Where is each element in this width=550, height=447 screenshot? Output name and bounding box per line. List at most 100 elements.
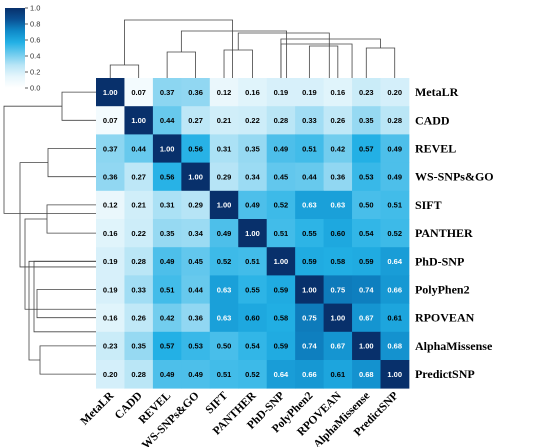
heatmap-cell	[124, 360, 154, 389]
cell-value-label: 1.00	[131, 116, 146, 125]
heatmap-cell	[295, 162, 324, 192]
heatmap-cell	[352, 303, 381, 333]
cell-value-label: 1.00	[103, 88, 118, 97]
cell-value-label: 0.52	[245, 370, 260, 379]
cell-value-label: 0.07	[103, 116, 118, 125]
heatmap-cell	[352, 331, 381, 361]
heatmap-cell	[152, 190, 182, 220]
heatmap-cell	[124, 219, 154, 248]
heatmap-cell	[352, 360, 381, 389]
cell-value-label: 0.33	[302, 116, 317, 125]
cell-value-label: 0.51	[245, 257, 260, 266]
row-label: PolyPhen2	[415, 283, 470, 297]
cell-value-label: 0.49	[188, 370, 203, 379]
heatmap-cell	[124, 106, 154, 135]
cell-value-label: 1.00	[160, 144, 175, 153]
heatmap-cell	[323, 190, 353, 220]
colorbar-tick-label: 0.4	[30, 52, 40, 61]
heatmap-cell	[96, 360, 125, 389]
cell-value-label: 0.21	[131, 201, 146, 210]
heatmap-cell	[266, 162, 296, 192]
heatmap-cell	[238, 134, 268, 163]
cell-value-label: 0.66	[302, 370, 317, 379]
cell-value-label: 0.49	[387, 144, 402, 153]
cell-value-label: 0.53	[359, 173, 374, 182]
heatmap-cell	[238, 360, 268, 389]
dendrogram-branch	[280, 38, 381, 78]
cell-value-label: 0.51	[160, 285, 175, 294]
cell-value-label: 0.45	[188, 257, 203, 266]
heatmap-cell	[380, 134, 410, 163]
heatmap-cell	[323, 134, 353, 163]
cell-value-label: 0.31	[160, 201, 175, 210]
cell-value-label: 0.60	[245, 314, 260, 323]
cell-value-label: 0.19	[302, 88, 317, 97]
heatmap-cell	[209, 360, 239, 389]
row-label: PhD-SNP	[415, 254, 464, 268]
dendrogram-branch	[365, 47, 396, 78]
cell-value-label: 0.44	[131, 144, 146, 153]
row-label: PANTHER	[415, 226, 473, 240]
row-label: WS-SNPs&GO	[415, 170, 494, 184]
row-dendrogram	[3, 91, 96, 375]
dendrogram-branch	[166, 51, 196, 78]
heatmap-cell	[380, 190, 410, 220]
cell-value-label: 1.00	[245, 229, 260, 238]
cell-value-label: 0.23	[103, 342, 118, 351]
dendrogram-branch	[46, 204, 96, 234]
heatmap-cell	[352, 190, 381, 220]
cell-value-label: 0.28	[131, 257, 146, 266]
heatmap-cell	[380, 78, 410, 107]
cell-value-label: 0.63	[217, 314, 232, 323]
row-label: MetaLR	[415, 85, 459, 99]
cell-value-label: 0.37	[160, 88, 175, 97]
cell-value-label: 0.20	[387, 88, 402, 97]
cell-value-label: 0.58	[274, 314, 289, 323]
heatmap-cell	[323, 360, 353, 389]
dendrogram-branch	[109, 64, 140, 78]
row-label: PredictSNP	[415, 367, 475, 381]
heatmap-cell	[238, 275, 268, 304]
cell-value-label: 0.59	[274, 285, 289, 294]
heatmap-cell	[152, 331, 182, 361]
row-label: AlphaMissense	[415, 339, 493, 353]
heatmap-cell	[238, 190, 268, 220]
cell-value-label: 0.28	[387, 116, 402, 125]
heatmap-cell	[152, 106, 182, 135]
dendrogram-branch	[61, 91, 96, 121]
heatmap-cells: 1.00 0.07 0.37 0.36 0.12 0.16 0.19 0.19 0.16 0.23…	[96, 78, 410, 389]
heatmap-cell	[181, 219, 211, 248]
heatmap-cell	[152, 78, 182, 107]
heatmap-cell	[266, 247, 296, 276]
heatmap-cell	[96, 303, 125, 333]
heatmap-cell	[238, 303, 268, 333]
heatmap-cell	[209, 106, 239, 135]
cell-value-label: 0.74	[359, 285, 374, 294]
heatmap-cell	[352, 275, 381, 304]
heatmap-cell	[266, 190, 296, 220]
heatmap-cell	[238, 219, 268, 248]
colorbar-tick-label: 0.8	[30, 20, 40, 29]
heatmap-cell	[96, 247, 125, 276]
column-dendrogram	[109, 19, 396, 78]
heatmap-cell	[209, 303, 239, 333]
cell-value-label: 0.29	[188, 201, 203, 210]
heatmap-cell	[380, 106, 410, 135]
cell-value-label: 0.53	[188, 342, 203, 351]
heatmap-cell	[96, 219, 125, 248]
heatmap-cell	[266, 360, 296, 389]
heatmap-cell	[152, 219, 182, 248]
cell-value-label: 0.44	[160, 116, 175, 125]
cell-value-label: 0.56	[160, 173, 175, 182]
dendrogram-branch	[180, 30, 288, 78]
cell-value-label: 0.59	[302, 257, 317, 266]
cell-value-label: 0.19	[274, 88, 289, 97]
cell-value-label: 0.61	[387, 314, 402, 323]
cell-value-label: 1.00	[188, 173, 203, 182]
heatmap-cell	[352, 247, 381, 276]
cell-value-label: 0.26	[331, 116, 346, 125]
heatmap-cell	[181, 303, 211, 333]
heatmap-cell	[323, 162, 353, 192]
dendrogram-branch	[28, 260, 96, 361]
heatmap-cell	[124, 275, 154, 304]
